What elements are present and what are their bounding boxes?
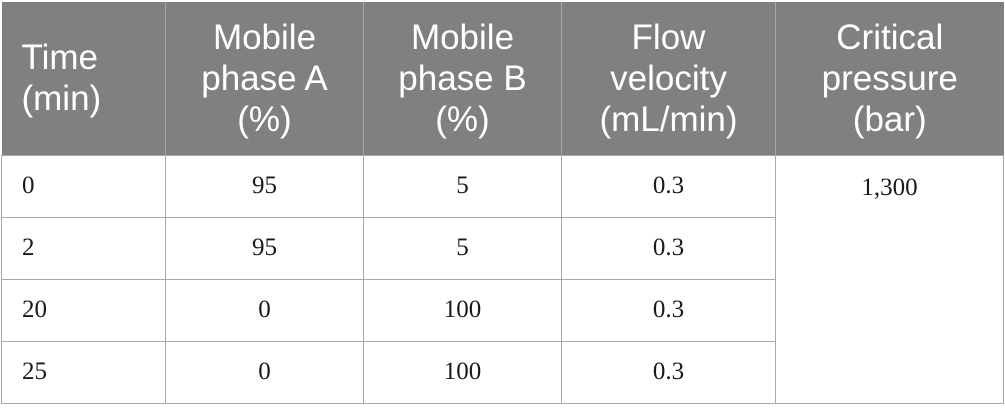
- cell-phase-a: 95: [165, 216, 364, 280]
- cell-time: 20: [1, 278, 166, 342]
- table-row: 2 95 5 0.3: [1, 216, 1004, 280]
- table-row: 25 0 100 0.3: [1, 340, 1004, 404]
- header-row: Time (min) Mobile phase A (%) Mobile pha…: [1, 2, 1004, 155]
- cell-time: 25: [1, 340, 166, 404]
- table-row: 20 0 100 0.3: [1, 278, 1004, 342]
- cell-phase-b: 100: [363, 278, 562, 342]
- header-time: Time (min): [1, 2, 166, 155]
- cell-phase-a: 0: [165, 340, 364, 404]
- cell-flow: 0.3: [561, 340, 776, 404]
- header-mobile-phase-b: Mobile phase B (%): [363, 2, 562, 155]
- table-body: 0 95 5 0.3 1,300 2 95 5 0.3 20 0 100 0.3…: [1, 154, 1004, 404]
- cell-phase-a: 95: [165, 154, 364, 218]
- header-flow-velocity: Flow velocity (mL/min): [561, 2, 776, 155]
- gradient-table: Time (min) Mobile phase A (%) Mobile pha…: [1, 2, 1004, 404]
- table-row: 0 95 5 0.3 1,300: [1, 154, 1004, 404]
- cell-phase-b: 5: [363, 154, 562, 218]
- cell-flow: 0.3: [561, 154, 776, 218]
- cell-critical-pressure: 1,300: [775, 154, 1004, 404]
- cell-flow: 0.3: [561, 278, 776, 342]
- cell-phase-a: 0: [165, 278, 364, 342]
- cell-time: 0: [1, 154, 166, 218]
- header-mobile-phase-a: Mobile phase A (%): [165, 2, 364, 155]
- cell-phase-b: 5: [363, 216, 562, 280]
- cell-phase-b: 100: [363, 340, 562, 404]
- cell-flow: 0.3: [561, 216, 776, 280]
- header-critical-pressure: Critical pressure (bar): [775, 2, 1004, 155]
- cell-time: 2: [1, 216, 166, 280]
- table-header: Time (min) Mobile phase A (%) Mobile pha…: [1, 2, 1004, 155]
